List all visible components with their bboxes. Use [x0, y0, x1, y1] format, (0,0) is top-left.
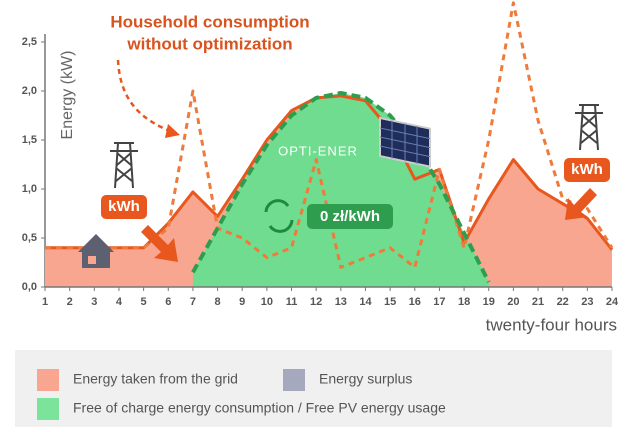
page: 0,00,51,01,52,02,51234567891011121314151… [0, 0, 631, 432]
pylon-icon [110, 143, 138, 188]
legend-label: Energy surplus [319, 371, 412, 387]
x-tick-label: 6 [165, 296, 171, 308]
x-tick-label: 9 [239, 296, 245, 308]
house-icon [78, 234, 114, 268]
x-tick-label: 10 [261, 296, 273, 308]
x-tick-label: 16 [409, 296, 421, 308]
annotation-arrow [118, 60, 175, 133]
x-tick-label: 22 [557, 296, 569, 308]
x-tick-label: 19 [483, 296, 495, 308]
x-tick-label: 3 [91, 296, 97, 308]
y-tick-label: 0,5 [22, 232, 37, 244]
x-tick-label: 11 [286, 296, 298, 308]
y-tick-label: 2,5 [22, 36, 37, 48]
x-tick-label: 12 [310, 296, 322, 308]
y-tick-label: 1,5 [22, 134, 37, 146]
chart: 0,00,51,01,52,02,51234567891011121314151… [0, 0, 631, 427]
y-axis-label: Energy (kW) [59, 51, 76, 140]
pylon [575, 105, 603, 150]
y-tick-label: 0,0 [22, 281, 37, 293]
legend-swatch [37, 369, 59, 391]
x-tick-label: 21 [532, 296, 544, 308]
price-label: 0 zł/kWh [320, 208, 380, 225]
legend-label: Free of charge energy consumption / Free… [73, 400, 446, 416]
annotation: without optimization [126, 34, 292, 53]
x-tick-label: 20 [507, 296, 519, 308]
badge-label: kWh [571, 161, 603, 178]
arrow-head [165, 124, 180, 138]
legend-swatch [37, 398, 59, 420]
x-axis-label: twenty-four hours [486, 315, 617, 334]
annotation: Household consumption [110, 12, 309, 31]
x-tick-label: 14 [359, 296, 372, 308]
x-tick-label: 1 [42, 296, 48, 308]
y-tick-label: 1,0 [22, 183, 37, 195]
pylon [110, 143, 138, 188]
pylon-icon [575, 105, 603, 150]
badge-arrow [565, 188, 597, 220]
x-tick-label: 24 [606, 296, 619, 308]
x-tick-label: 23 [581, 296, 593, 308]
x-tick-label: 13 [335, 296, 347, 308]
x-tick-label: 15 [384, 296, 396, 308]
x-tick-label: 7 [190, 296, 196, 308]
x-tick-label: 2 [67, 296, 73, 308]
legend-label: Energy taken from the grid [73, 371, 238, 387]
y-tick-label: 2,0 [22, 85, 37, 97]
x-tick-label: 4 [116, 296, 123, 308]
legend-swatch [283, 369, 305, 391]
badge-label: kWh [108, 198, 140, 215]
product-label: OPTI-ENER [278, 143, 358, 158]
x-tick-label: 5 [141, 296, 147, 308]
x-tick-label: 8 [215, 296, 221, 308]
x-tick-label: 17 [433, 296, 445, 308]
x-tick-label: 18 [458, 296, 470, 308]
